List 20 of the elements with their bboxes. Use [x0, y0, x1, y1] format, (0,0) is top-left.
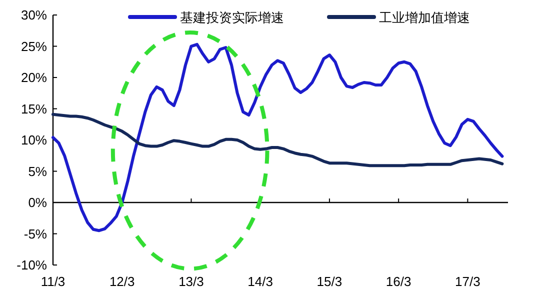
x-tick-label: 12/3 [109, 274, 135, 289]
x-tick-label: 11/3 [40, 274, 66, 289]
y-tick-label: 30% [20, 8, 48, 22]
y-tick-label: 5% [28, 164, 48, 179]
legend-label: 工业增加值增速 [379, 10, 470, 25]
x-tick-label: 17/3 [455, 274, 480, 289]
x-tick-label: 13/3 [178, 274, 204, 289]
y-tick-label: 25% [20, 38, 48, 54]
y-tick-label: 20% [20, 70, 48, 85]
y-tick-label: -10% [16, 258, 48, 272]
line-series [52, 42, 504, 232]
y-tick-label: -5% [24, 226, 48, 242]
legend-label: 基建投资实际增速 [180, 10, 284, 25]
x-tick-label: 14/3 [248, 274, 273, 289]
y-tick-label: 0% [28, 195, 48, 210]
x-tick-label: 15/3 [316, 274, 342, 289]
line-series [52, 112, 504, 168]
y-tick-label: 10% [20, 132, 48, 148]
x-tick-label: 16/3 [386, 274, 412, 289]
y-tick-label: 15% [20, 101, 48, 116]
